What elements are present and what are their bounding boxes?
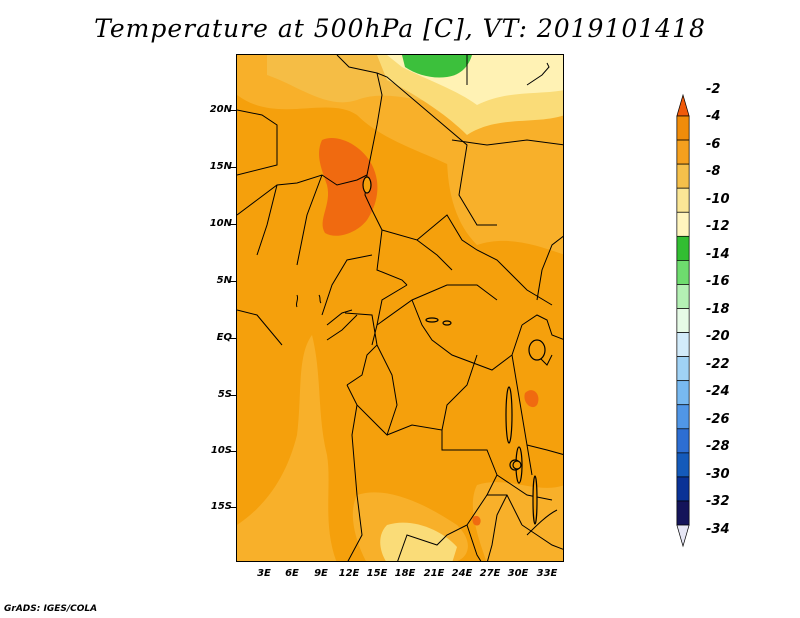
colorbar-label: -26 (706, 412, 730, 427)
colorbar-label: -20 (706, 329, 730, 344)
colorbar-label: -22 (706, 357, 730, 372)
lat-label-5n: 5N (216, 275, 232, 286)
footer-credit: GrADS: IGES/COLA (4, 604, 98, 614)
colorbar-label: -6 (706, 137, 721, 152)
map-panel (236, 54, 564, 562)
colorbar-label: -18 (706, 302, 730, 317)
colorbar-label: -34 (706, 522, 730, 537)
lat-tick (230, 110, 236, 111)
lat-tick (230, 338, 236, 339)
temperature-map (237, 55, 563, 561)
lon-label-12e: 12E (338, 568, 360, 579)
lat-label-eq: EQ (216, 332, 232, 343)
colorbar (676, 93, 690, 548)
colorbar-label: -28 (706, 439, 730, 454)
colorbar-cell (676, 284, 690, 309)
lon-label-30e: 30E (507, 568, 529, 579)
lon-label-24e: 24E (451, 568, 473, 579)
colorbar-cell (676, 211, 690, 237)
lon-label-15e: 15E (366, 568, 388, 579)
colorbar-cell (676, 235, 690, 261)
colorbar-label: -12 (706, 219, 730, 234)
colorbar-cell (676, 187, 690, 213)
colorbar-cell (676, 476, 690, 502)
lon-label-18e: 18E (394, 568, 416, 579)
lat-tick (230, 224, 236, 225)
lon-label-3e: 3E (257, 568, 271, 579)
colorbar-cell (676, 404, 690, 430)
colorbar-label: -14 (706, 247, 730, 262)
colorbar-label: -24 (706, 384, 730, 399)
colorbar-label: -4 (706, 109, 721, 124)
lat-label-10s: 10S (210, 445, 232, 456)
lat-label-10n: 10N (209, 218, 232, 229)
lat-tick (230, 281, 236, 282)
lat-tick (230, 167, 236, 168)
lat-tick (230, 507, 236, 508)
lon-label-27e: 27E (479, 568, 501, 579)
lon-label-21e: 21E (423, 568, 445, 579)
colorbar-cell (676, 139, 690, 165)
colorbar-cell (676, 356, 690, 382)
colorbar-cell (676, 115, 690, 141)
colorbar-bottom-arrow (676, 524, 690, 548)
colorbar-label: -10 (706, 192, 730, 207)
colorbar-cell (676, 308, 690, 333)
lon-label-6e: 6E (285, 568, 299, 579)
lat-label-5s: 5S (217, 389, 232, 400)
lon-label-33e: 33E (536, 568, 558, 579)
colorbar-top-arrow (676, 93, 690, 117)
colorbar-cell (676, 452, 690, 478)
colorbar-cell (676, 380, 690, 406)
colorbar-cell (676, 260, 690, 285)
colorbar-label: -2 (706, 82, 721, 97)
colorbar-label: -8 (706, 164, 721, 179)
colorbar-label: -30 (706, 467, 730, 482)
colorbar-label: -16 (706, 274, 730, 289)
lat-label-20n: 20N (209, 104, 232, 115)
colorbar-cell (676, 163, 690, 189)
colorbar-cell (676, 332, 690, 357)
lat-label-15n: 15N (209, 161, 232, 172)
lon-label-9e: 9E (314, 568, 328, 579)
colorbar-cell (676, 500, 690, 526)
colorbar-cell (676, 428, 690, 454)
lat-tick (230, 395, 236, 396)
colorbar-label: -32 (706, 494, 730, 509)
map-title: Temperature at 500hPa [C], VT: 201910141… (94, 14, 706, 43)
lat-tick (230, 451, 236, 452)
lat-label-15s: 15S (210, 501, 232, 512)
